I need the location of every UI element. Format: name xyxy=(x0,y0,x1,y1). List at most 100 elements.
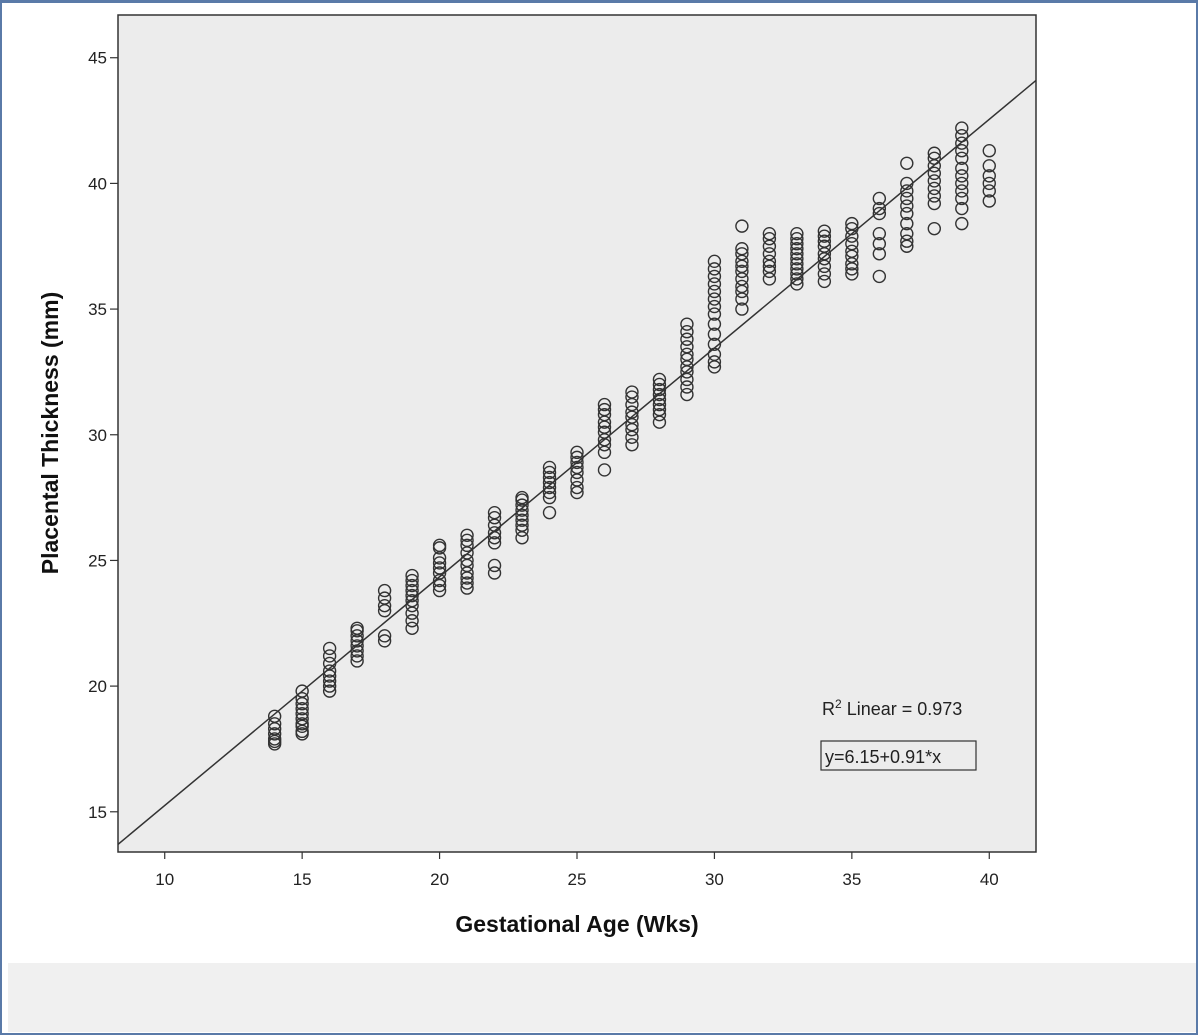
data-point xyxy=(405,606,419,620)
data-point xyxy=(542,485,557,500)
data-point xyxy=(405,614,419,628)
data-point xyxy=(900,156,914,170)
data-point xyxy=(350,639,364,653)
data-point xyxy=(267,737,282,751)
data-point xyxy=(790,252,804,266)
data-point xyxy=(900,199,914,213)
data-point xyxy=(377,583,392,598)
data-point xyxy=(460,581,474,595)
data-point xyxy=(350,624,364,638)
data-point xyxy=(790,242,804,256)
r2-annotation: R2 Linear = 0.973 xyxy=(822,697,962,719)
y-axis: 15 20 25 30 35 40 45 xyxy=(88,49,118,822)
data-point xyxy=(790,232,804,246)
data-point xyxy=(322,684,337,698)
y-tick-label: 30 xyxy=(88,426,107,445)
data-point xyxy=(652,377,667,392)
x-tick-label: 20 xyxy=(430,870,449,889)
data-point xyxy=(735,292,749,306)
x-tick-label: 10 xyxy=(155,870,174,889)
data-point xyxy=(955,169,969,183)
data-point xyxy=(707,327,722,341)
data-point xyxy=(872,237,887,251)
data-point xyxy=(487,511,502,525)
data-point xyxy=(762,232,777,246)
data-point xyxy=(625,390,639,404)
data-point xyxy=(790,237,804,251)
data-point xyxy=(515,513,529,527)
data-point xyxy=(515,531,529,545)
data-point xyxy=(845,257,859,271)
x-axis-title: Gestational Age (Wks) xyxy=(455,911,698,937)
data-point xyxy=(707,262,722,276)
data-point xyxy=(377,634,392,648)
data-point xyxy=(625,423,639,437)
data-point xyxy=(405,568,419,583)
data-point xyxy=(762,239,777,253)
x-axis: 10 15 20 25 30 35 40 xyxy=(155,852,999,889)
data-point xyxy=(570,465,584,480)
data-point xyxy=(707,299,722,314)
data-point xyxy=(707,254,722,269)
data-point xyxy=(652,372,667,387)
data-point xyxy=(845,267,859,281)
data-point xyxy=(405,583,419,598)
data-point xyxy=(322,669,337,683)
y-tick-label: 15 xyxy=(88,803,107,822)
data-point xyxy=(982,159,996,173)
data-point xyxy=(350,654,364,668)
x-tick-label: 35 xyxy=(842,870,861,889)
data-point xyxy=(680,332,694,346)
data-point xyxy=(680,380,694,394)
data-point xyxy=(597,445,612,460)
y-tick-label: 45 xyxy=(88,49,107,68)
data-point xyxy=(460,571,474,585)
data-point xyxy=(322,674,337,688)
data-point xyxy=(955,184,969,198)
data-point xyxy=(955,191,969,206)
data-point xyxy=(790,247,804,261)
points-layer xyxy=(267,121,996,751)
data-point xyxy=(735,302,749,316)
data-point xyxy=(460,528,474,542)
data-point xyxy=(295,719,309,734)
data-point xyxy=(900,191,914,206)
data-point xyxy=(955,151,969,165)
data-point xyxy=(542,490,557,505)
data-point xyxy=(955,136,969,150)
data-point xyxy=(267,727,282,741)
data-point xyxy=(460,538,474,553)
data-point xyxy=(377,598,392,613)
data-point xyxy=(872,191,887,206)
data-point xyxy=(955,216,969,231)
data-point xyxy=(982,144,996,158)
data-point xyxy=(597,415,612,429)
data-point xyxy=(487,526,502,540)
x-tick-label: 25 xyxy=(568,870,587,889)
data-point xyxy=(295,727,309,741)
data-point xyxy=(295,702,309,716)
data-point xyxy=(680,372,694,387)
data-point xyxy=(707,284,722,299)
data-point xyxy=(707,355,722,369)
data-point xyxy=(982,176,996,191)
data-point xyxy=(735,254,749,269)
data-point xyxy=(762,272,777,286)
data-point xyxy=(927,189,942,203)
bottom-panel xyxy=(8,963,1196,1032)
data-point xyxy=(790,272,804,286)
data-point xyxy=(570,485,584,500)
data-point xyxy=(267,717,282,731)
data-point xyxy=(542,470,557,485)
data-point xyxy=(570,445,584,460)
y-tick-label: 35 xyxy=(88,300,107,319)
data-point xyxy=(762,264,777,279)
data-point xyxy=(322,679,337,693)
data-point xyxy=(900,239,914,253)
data-point xyxy=(652,407,667,422)
data-point xyxy=(735,284,749,299)
data-point xyxy=(817,267,832,281)
data-point xyxy=(322,664,337,678)
data-point xyxy=(900,234,914,248)
